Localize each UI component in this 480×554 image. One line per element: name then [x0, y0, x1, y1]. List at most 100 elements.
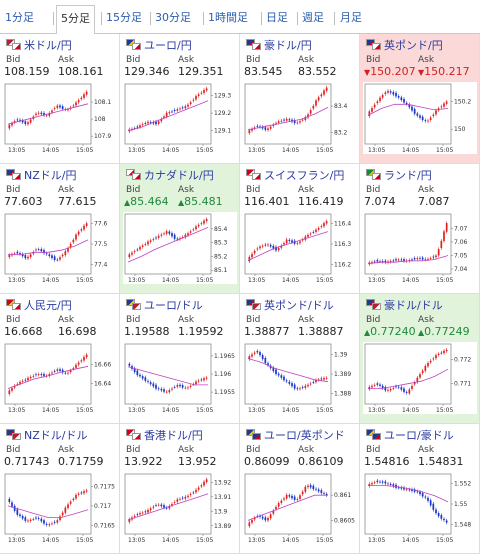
pair-header[interactable]: 英ポンド/ドル — [246, 297, 334, 313]
pair-name[interactable]: NZドル/円 — [24, 169, 77, 182]
price-chart[interactable]: 1.552 1.55 1.548 13:05 14:05 15:05 — [363, 472, 477, 544]
pair-header[interactable]: 英ポンド/円 — [366, 37, 443, 53]
currency-card[interactable]: 豪ドル/円 Bid Ask 83.545 83.552 83.4 83.2 13:05 14:0… — [240, 34, 360, 164]
price-chart[interactable]: 150.2 150 13:05 14:05 15:05 — [363, 82, 477, 154]
currency-card[interactable]: ユーロ/ドル Bid Ask 1.19588 1.19592 1.1965 1.196 1.1… — [120, 294, 240, 424]
tab-5min[interactable]: 5分足 — [56, 5, 95, 35]
pair-header[interactable]: ユーロ/ドル — [126, 297, 203, 313]
currency-card[interactable]: ユーロ/円 Bid Ask 129.346 129.351 129.3 129.2 129.1… — [120, 34, 240, 164]
y-tick-label: 1.1955 — [214, 389, 235, 396]
currency-card[interactable]: ユーロ/英ポンド Bid Ask 0.86099 0.86109 0.861 0.8605 1… — [240, 424, 360, 554]
pair-name[interactable]: スイスフラン/円 — [264, 169, 345, 182]
currency-card[interactable]: カナダドル/円 Bid Ask ▲85.464 ▲85.481 85.4 85.3 85.2 8… — [120, 164, 240, 294]
currency-card[interactable]: 米ドル/円 Bid Ask 108.159 108.161 108.1 108 107.9 13… — [0, 34, 120, 164]
pair-name[interactable]: ユーロ/英ポンド — [264, 429, 345, 442]
candle-body — [69, 243, 72, 248]
pair-name[interactable]: ユーロ/円 — [144, 39, 192, 52]
pair-header[interactable]: 豪ドル/ドル — [366, 297, 443, 313]
ask-number: 16.698 — [58, 325, 97, 338]
currency-card[interactable]: 香港ドル/円 Bid Ask 13.922 13.952 13.92 13.91 13.9 13… — [120, 424, 240, 554]
price-chart[interactable]: 85.4 85.3 85.2 85.1 13:05 14:05 15:05 — [123, 212, 237, 284]
y-tick-label: 1.196 — [214, 371, 231, 378]
candle-body — [269, 365, 272, 369]
ask-value: 1.19592 — [178, 325, 224, 338]
candle-body — [325, 87, 328, 91]
candle-body — [19, 119, 21, 121]
pair-name[interactable]: カナダドル/円 — [144, 169, 214, 182]
price-chart[interactable]: 77.6 77.5 77.4 13:05 14:05 15:05 — [3, 212, 117, 284]
pair-header[interactable]: スイスフラン/円 — [246, 167, 344, 183]
bid-value: 116.401 — [244, 195, 290, 208]
currency-card[interactable]: 英ポンド/ドル Bid Ask 1.38877 1.38887 1.39 1.389 1.38… — [240, 294, 360, 424]
candle-body — [11, 502, 13, 507]
pair-name[interactable]: 香港ドル/円 — [144, 429, 203, 442]
price-chart[interactable]: 83.4 83.2 13:05 14:05 15:05 — [243, 82, 357, 154]
pair-name[interactable]: 豪ドル/円 — [264, 39, 312, 52]
pair-name[interactable]: ユーロ/ドル — [144, 299, 203, 312]
price-chart[interactable]: 1.39 1.389 1.388 13:05 14:05 15:05 — [243, 342, 357, 414]
pair-name[interactable]: 豪ドル/ドル — [384, 299, 443, 312]
pair-header[interactable]: ユーロ/豪ドル — [366, 427, 454, 443]
x-tick-label: 13:05 — [8, 537, 25, 544]
tab-daily[interactable]: 日足 — [266, 11, 288, 24]
candle-body — [419, 491, 421, 495]
pair-name[interactable]: 英ポンド/円 — [384, 39, 443, 52]
bid-label: Bid — [6, 55, 21, 65]
candle-body — [251, 128, 253, 131]
candle-body — [397, 96, 400, 98]
pair-header[interactable]: カナダドル/円 — [126, 167, 214, 183]
currency-card[interactable]: NZドル/円 Bid Ask 77.603 77.615 77.6 77.5 77.4 13:0… — [0, 164, 120, 294]
pair-header[interactable]: 米ドル/円 — [6, 37, 72, 53]
candle-body — [443, 231, 445, 242]
candle-body — [40, 249, 43, 252]
pair-header[interactable]: NZドル/円 — [6, 167, 76, 183]
currency-card[interactable]: ランド/円 Bid Ask 7.074 7.087 7.07 7.06 7.05 7.04 13:… — [360, 164, 480, 294]
currency-card[interactable]: 英ポンド/円 Bid Ask ▼150.207 ▼150.217 150.2 150 13:0… — [360, 34, 480, 164]
candle-body — [141, 124, 144, 126]
pair-name[interactable]: ユーロ/豪ドル — [384, 429, 454, 442]
pair-header[interactable]: NZドル/ドル — [6, 427, 87, 443]
price-chart[interactable]: 116.4 116.3 116.2 13:05 14:05 15:05 — [243, 212, 357, 284]
price-chart[interactable]: 1.1965 1.196 1.1955 13:05 14:05 15:05 — [123, 342, 237, 414]
tab-30min[interactable]: 30分足 — [155, 11, 191, 24]
pair-name[interactable]: NZドル/ドル — [24, 429, 88, 442]
price-chart[interactable]: 129.3 129.2 129.1 13:05 14:05 15:05 — [123, 82, 237, 154]
currency-card[interactable]: ユーロ/豪ドル Bid Ask 1.54816 1.54831 1.552 1.55 1.54… — [360, 424, 480, 554]
currency-flags-icon — [246, 429, 262, 441]
price-chart[interactable]: 0.861 0.8605 13:05 14:05 15:05 — [243, 472, 357, 544]
price-chart[interactable]: 7.07 7.06 7.05 7.04 13:05 14:05 15:05 — [363, 212, 477, 284]
candle-body — [165, 231, 168, 234]
pair-header[interactable]: 人民元/円 — [6, 297, 72, 313]
pair-header[interactable]: ランド/円 — [366, 167, 432, 183]
price-chart[interactable]: 108.1 108 107.9 13:05 14:05 15:05 — [3, 82, 117, 154]
pair-header[interactable]: 香港ドル/円 — [126, 427, 203, 443]
price-chart[interactable]: 13.92 13.91 13.9 13.89 13:05 14:05 15:05 — [123, 472, 237, 544]
tab-15min[interactable]: 15分足 — [106, 11, 142, 24]
candle-body — [45, 253, 48, 255]
bid-value: ▼150.207 — [364, 65, 416, 78]
price-chart[interactable]: 0.7175 0.717 0.7165 13:05 14:05 15:05 — [3, 472, 117, 544]
candle-body — [432, 256, 435, 258]
tab-weekly[interactable]: 週足 — [302, 11, 324, 24]
currency-card[interactable]: スイスフラン/円 Bid Ask 116.401 116.419 116.4 116.3 11… — [240, 164, 360, 294]
price-chart[interactable]: 16.66 16.64 13:05 14:05 15:05 — [3, 342, 117, 414]
candle-body — [320, 226, 323, 227]
tab-monthly[interactable]: 月足 — [340, 11, 362, 24]
pair-header[interactable]: ユーロ/英ポンド — [246, 427, 345, 443]
candle-body — [16, 251, 19, 254]
pair-header[interactable]: 豪ドル/円 — [246, 37, 312, 53]
pair-header[interactable]: ユーロ/円 — [126, 37, 192, 53]
candle-body — [368, 386, 371, 390]
currency-card[interactable]: NZドル/ドル Bid Ask 0.71743 0.71759 0.7175 0.717 0.… — [0, 424, 120, 554]
y-tick-label: 16.64 — [94, 381, 111, 388]
tab-1min[interactable]: 1分足 — [5, 11, 34, 24]
currency-card[interactable]: 人民元/円 Bid Ask 16.668 16.698 16.66 16.64 13:05 14… — [0, 294, 120, 424]
pair-name[interactable]: 米ドル/円 — [24, 39, 72, 52]
currency-card[interactable]: 豪ドル/ドル Bid Ask ▲0.77240 ▲0.77249 0.772 0.771 13… — [360, 294, 480, 424]
price-chart[interactable]: 0.772 0.771 13:05 14:05 15:05 — [363, 342, 477, 414]
pair-name[interactable]: 人民元/円 — [24, 299, 72, 312]
bid-value: ▲85.464 — [124, 195, 169, 208]
pair-name[interactable]: 英ポンド/ドル — [264, 299, 334, 312]
pair-name[interactable]: ランド/円 — [384, 169, 432, 182]
tab-1hour[interactable]: 1時間足 — [208, 11, 248, 24]
